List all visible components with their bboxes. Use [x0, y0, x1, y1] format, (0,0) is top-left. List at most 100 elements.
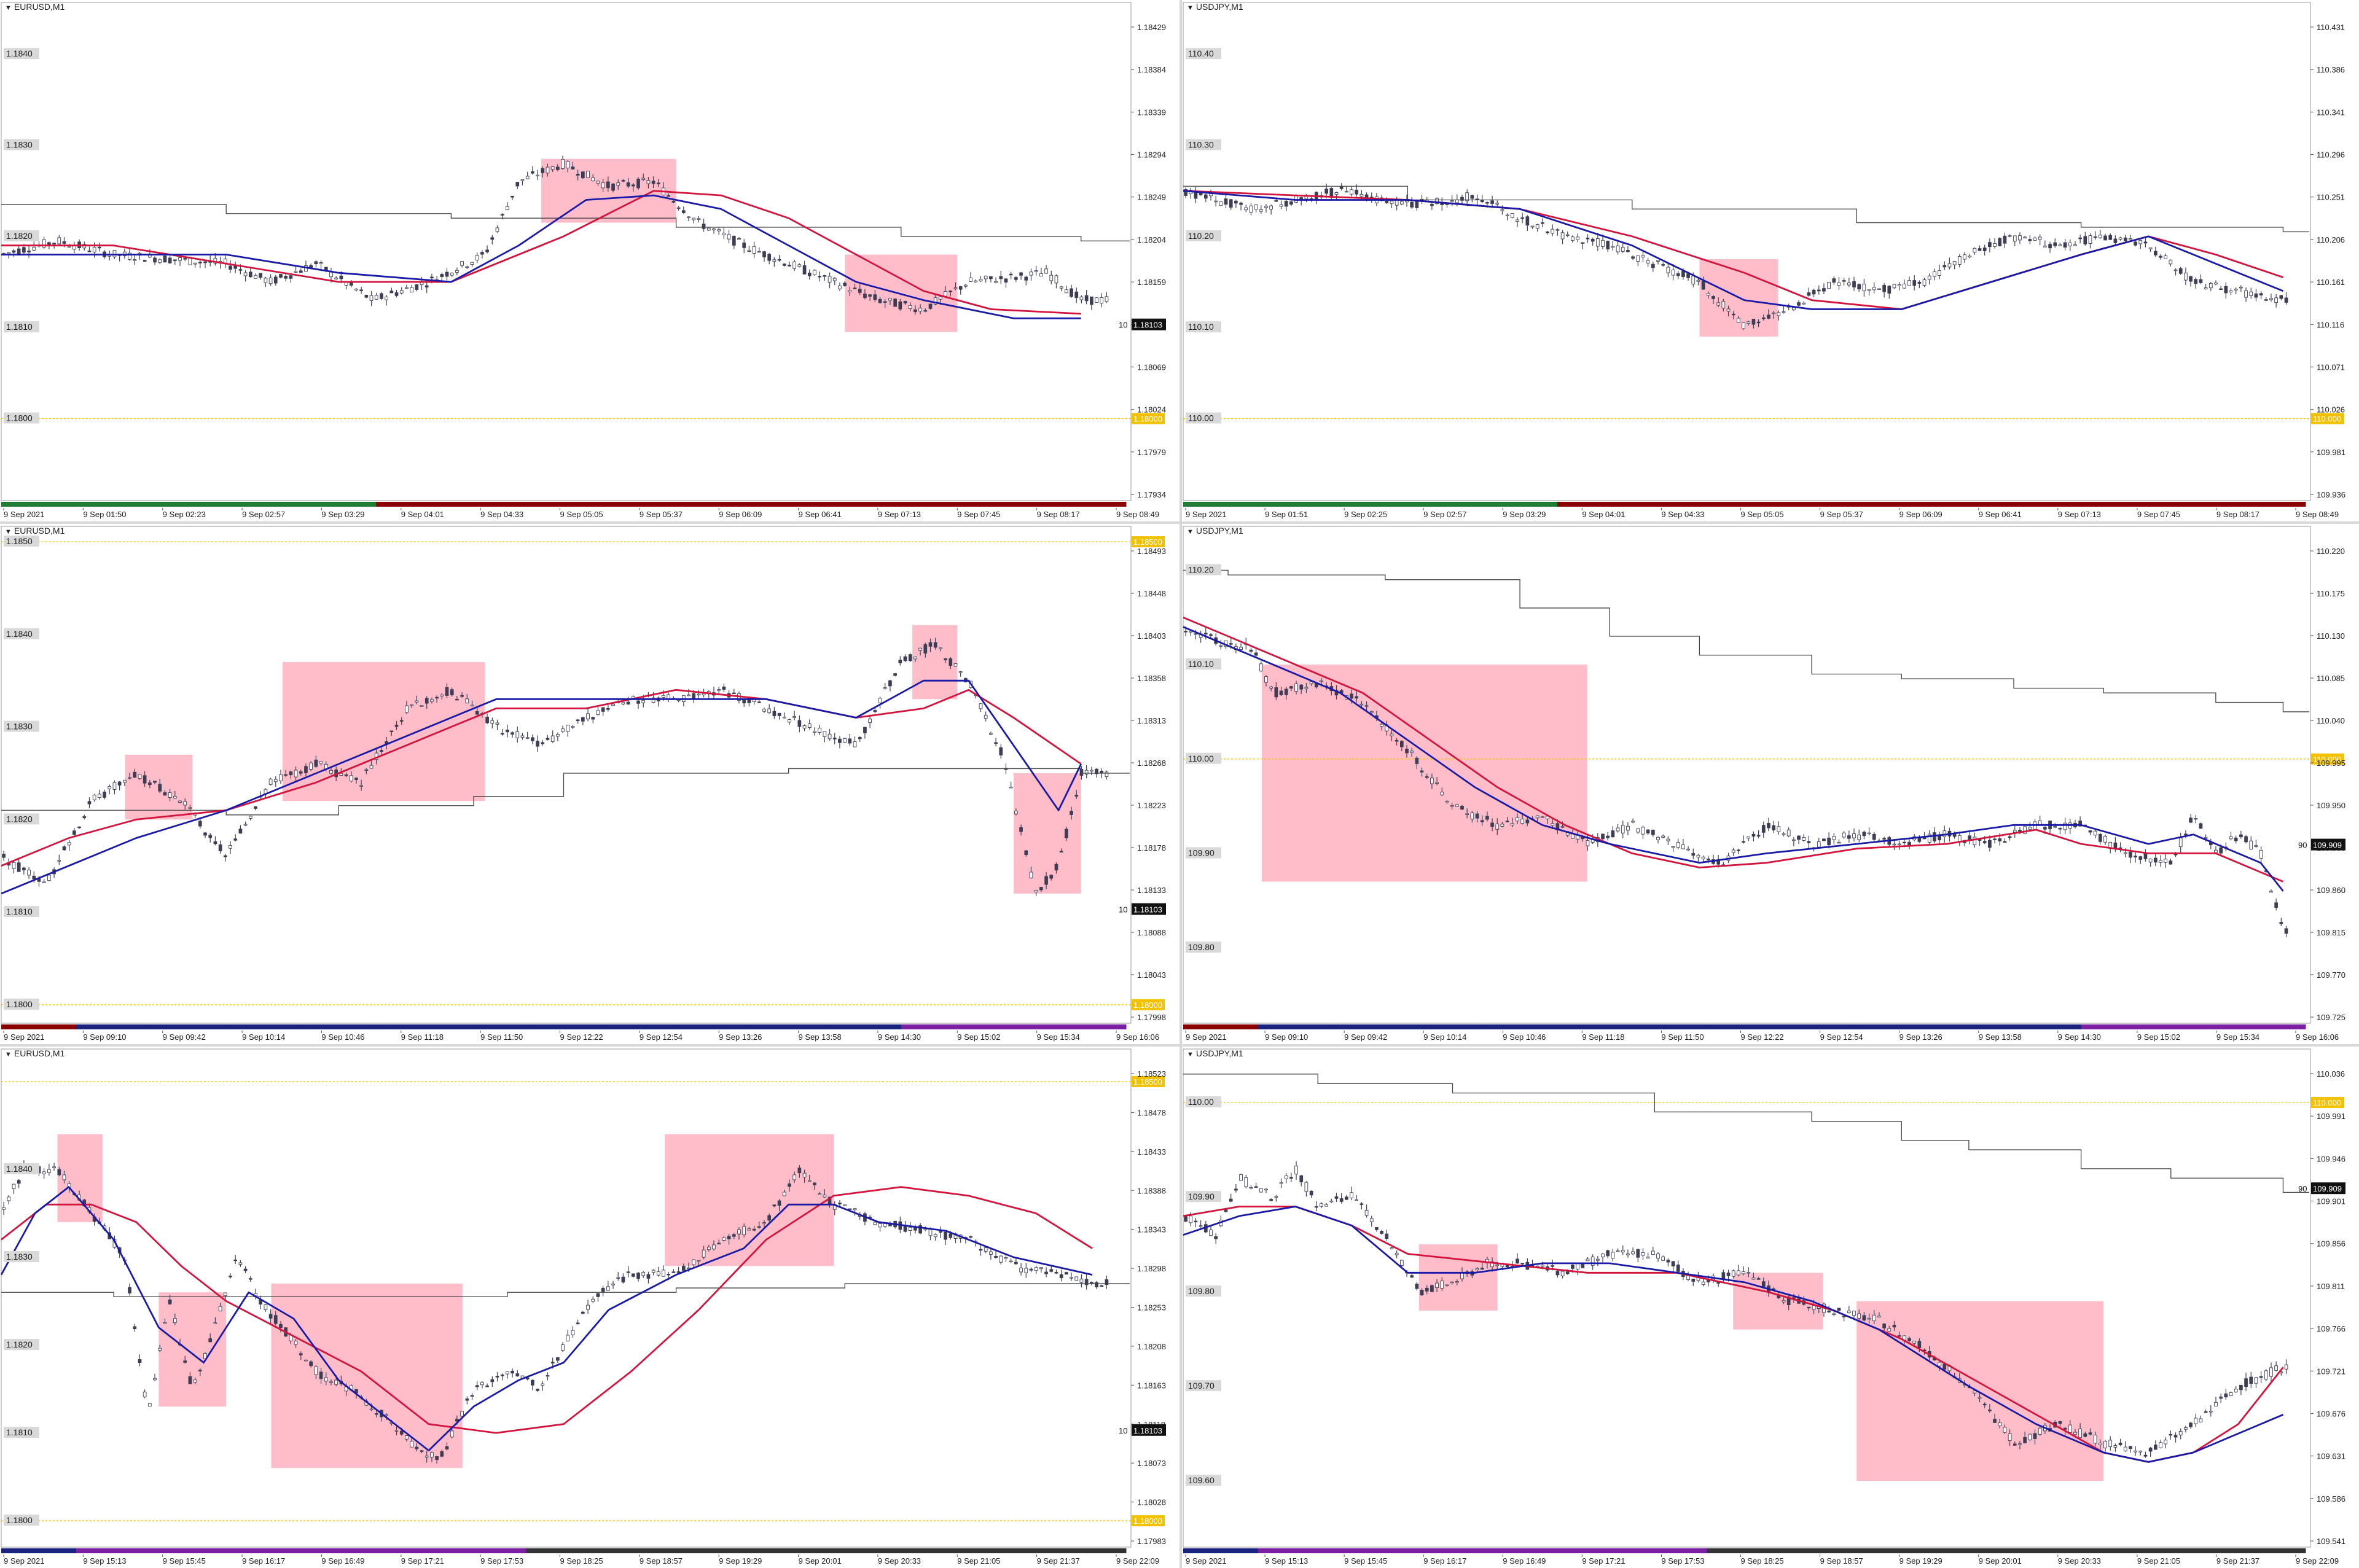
chart-pane-usdjpy-1[interactable]: 110.000 110.40 110.30 110.20 110.10 110.00 110…	[1182, 0, 2359, 521]
candle-body	[1646, 1257, 1650, 1258]
candle-body	[656, 1271, 660, 1276]
chart-canvas[interactable]: 110.000 110.40 110.30 110.20 110.10 110.00 110…	[1182, 0, 2359, 521]
candle-body	[1701, 1281, 1705, 1285]
candle-body	[299, 270, 303, 273]
session-bar-segment	[901, 1548, 977, 1553]
chart-canvas[interactable]: 1.18500 1.18000 1.1850 1.1840 1.1830 1.1820 1.…	[0, 524, 1180, 1044]
price-tick-label: 1.18223	[1137, 801, 1166, 810]
candle-body	[536, 1389, 539, 1391]
candle-body	[908, 1227, 912, 1231]
time-axis-label: 9 Sep 03:29	[321, 510, 364, 519]
time-axis-label: 9 Sep 02:57	[242, 510, 285, 519]
candle-body	[1571, 236, 1575, 241]
candle-body	[1897, 284, 1901, 286]
candle-body	[57, 237, 61, 244]
candle-body	[1546, 231, 1549, 233]
candle-body	[1576, 1263, 1579, 1270]
chart-pane-eurusd-1[interactable]: 1.18000 1.1840 1.1830 1.1820 1.1810 1.1800 1.1…	[0, 0, 1180, 521]
pane-divider-horizontal-1[interactable]	[0, 521, 2359, 524]
time-axis-label: 9 Sep 13:58	[1979, 1032, 2022, 1042]
candle-body	[2274, 902, 2278, 908]
candle-body	[994, 1255, 998, 1258]
candle-body	[1004, 1257, 1008, 1259]
candle-body	[1887, 286, 1892, 294]
candle-body	[581, 1311, 585, 1314]
pane-divider-horizontal-2[interactable]	[0, 1044, 2359, 1047]
candle-body	[1480, 820, 1484, 822]
candle-body	[470, 262, 474, 265]
candle-body	[752, 246, 756, 254]
left-price-label: 109.80	[1188, 942, 1215, 952]
chart-pane-usdjpy-2[interactable]: 110.000 110.20 110.10 110.00 109.90 109.80 110…	[1182, 524, 2359, 1044]
candle-body	[1249, 649, 1253, 652]
candle-body	[1812, 289, 1816, 295]
candle-body	[1344, 190, 1348, 193]
candle-body	[873, 710, 877, 712]
candle-body	[143, 775, 147, 784]
candle-body	[183, 1360, 187, 1363]
left-price-label-bg	[4, 1427, 39, 1438]
candle-body	[1551, 823, 1555, 826]
time-axis-label: 9 Sep 16:06	[1116, 1032, 1159, 1042]
session-bar-segment	[451, 1548, 526, 1553]
candle-body	[2148, 1448, 2153, 1452]
candle-body	[1666, 267, 1670, 273]
candle-body	[122, 779, 127, 783]
time-axis-label: 9 Sep 18:25	[560, 1556, 603, 1566]
left-price-label-bg	[4, 1163, 39, 1174]
ma-slow-line	[1183, 617, 2284, 883]
candle-body	[511, 732, 514, 735]
chart-pane-usdjpy-3[interactable]: 110.000 110.00 109.90 109.80 109.70 109.60 110…	[1182, 1047, 2359, 1568]
candle-body	[1500, 824, 1504, 827]
chart-canvas[interactable]: 110.000 110.20 110.10 110.00 109.90 109.80 110…	[1182, 524, 2359, 1044]
chart-canvas[interactable]: 110.000 110.00 109.90 109.80 109.70 109.60 110…	[1182, 1047, 2359, 1568]
candle-body	[1320, 1203, 1323, 1207]
chart-canvas[interactable]: 1.18500 1.18000 1.1840 1.1830 1.1820 1.1810 1.…	[0, 1047, 1180, 1568]
price-tick-label: 1.18088	[1137, 928, 1166, 937]
candle-body	[687, 1267, 690, 1270]
candle-body	[722, 1238, 726, 1241]
chart-canvas[interactable]: 1.18000 1.1840 1.1830 1.1820 1.1810 1.1800 1.1…	[0, 0, 1180, 521]
candle-body	[32, 246, 36, 251]
candle-body	[1832, 1313, 1836, 1316]
candle-body	[1203, 633, 1208, 634]
candle-body	[636, 178, 640, 189]
candle-body	[62, 241, 66, 244]
candle-body	[1095, 768, 1098, 774]
candle-body	[259, 273, 263, 278]
candle-body	[546, 1375, 550, 1377]
candle-body	[495, 1376, 499, 1378]
chart-pane-eurusd-3[interactable]: 1.18500 1.18000 1.1840 1.1830 1.1820 1.1810 1.…	[0, 1047, 1180, 1568]
pane-divider-vertical[interactable]	[1180, 0, 1182, 1568]
time-axis-label: 9 Sep 15:45	[163, 1556, 206, 1566]
candle-body	[2229, 291, 2233, 292]
left-price-label: 1.1830	[6, 1252, 33, 1262]
session-bar-segment	[1332, 502, 1408, 507]
candle-body	[1837, 282, 1841, 286]
left-price-label: 1.1850	[6, 536, 33, 546]
price-tick-label: 110.431	[2317, 23, 2345, 32]
candle-body	[2274, 1365, 2278, 1371]
candle-body	[802, 1172, 807, 1178]
candle-body	[1676, 1264, 1680, 1272]
candle-body	[1059, 1274, 1063, 1279]
candle-body	[792, 716, 797, 718]
candle-body	[868, 719, 872, 724]
left-price-label-bg	[4, 998, 39, 1010]
candle-body	[979, 279, 983, 281]
candle-body	[883, 1223, 887, 1227]
left-price-label-bg	[4, 720, 39, 732]
candle-body	[1500, 209, 1504, 211]
candle-body	[706, 1247, 711, 1250]
candle-body	[1039, 887, 1043, 891]
candle-body	[1586, 840, 1590, 846]
chart-pane-eurusd-2[interactable]: 1.18500 1.18000 1.1850 1.1840 1.1830 1.1820 1.…	[0, 524, 1180, 1044]
candle-body	[1395, 740, 1399, 742]
candle-body	[681, 1266, 686, 1271]
candle-body	[1696, 279, 1700, 282]
time-axis-label: 9 Sep 16:49	[321, 1556, 364, 1566]
candle-body	[2088, 235, 2092, 244]
candle-body	[1721, 301, 1726, 309]
candle-body	[631, 184, 635, 187]
candle-body	[1209, 193, 1213, 197]
